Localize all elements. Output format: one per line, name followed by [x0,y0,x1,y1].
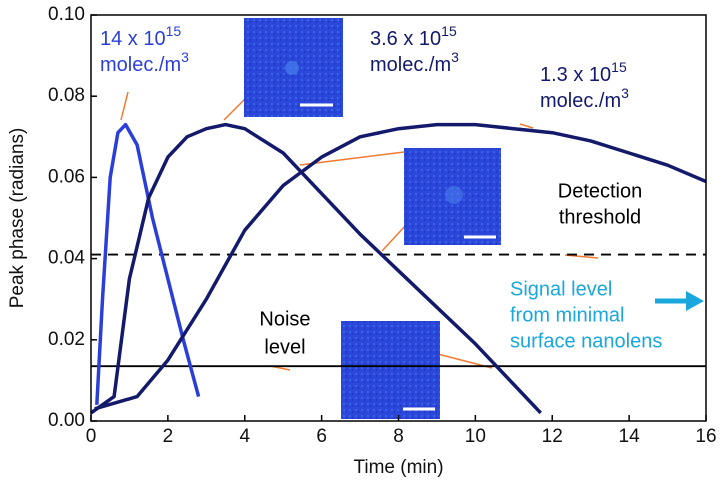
arrow-head [686,291,704,311]
annotation-text: molec./m [540,90,621,112]
y-tick-label: 0.08 [48,85,85,106]
annotation-text: 3.6 x 10 [370,28,441,50]
x-tick-label: 2 [163,426,174,447]
signal-note: from minimal [510,304,624,326]
insets [120,18,599,419]
series-line [94,122,707,411]
spot [285,61,299,75]
x-tick-label: 8 [393,426,404,447]
annotation-exponent: 3 [621,85,629,101]
y-tick-label: 0.06 [48,166,85,187]
signal-note: Signal level [510,278,612,300]
y-axis-label: Peak phase (radians) [7,128,28,309]
reference-label: Noise [259,308,310,330]
series-line [95,122,201,405]
y-tick-label: 0.00 [48,410,85,431]
y-tick-label: 0.10 [48,4,85,25]
annotation-exponent: 3 [181,49,189,65]
reference-label: Detection [558,180,643,202]
annotation: molec./m3 [370,49,459,77]
annotation-text: molec./m [370,54,451,76]
annotation: 3.6 x 1015 [370,23,457,51]
x-tick-label: 16 [695,426,716,447]
pointer [519,123,534,129]
pointer [564,254,599,259]
y-tick-label: 0.02 [48,329,85,350]
annotation: 1.3 x 1015 [540,59,627,87]
annotation-exponent: 15 [166,23,182,39]
annotation: molec./m3 [540,85,629,113]
x-tick-label: 10 [465,426,486,447]
x-axis-label: Time (min) [353,457,443,478]
annotation: 14 x 1015 [100,23,181,51]
reference-label: threshold [559,206,641,228]
signal-note: surface nanolens [510,330,662,352]
x-tick-label: 6 [316,426,327,447]
annotation-exponent: 15 [441,23,457,39]
inset-image [341,321,440,419]
spot [445,186,463,204]
series-line [89,122,542,415]
x-tick-label: 4 [239,426,250,447]
annotation-exponent: 3 [451,49,459,65]
y-tick-label: 0.04 [48,248,85,269]
x-tick-label: 12 [542,426,563,447]
pointer [381,224,407,252]
annotation-exponent: 15 [611,59,627,75]
pointer [120,91,129,121]
annotation-text: molec./m [100,54,181,76]
pointer [299,149,421,166]
x-tick-label: 14 [619,426,641,447]
x-tick-label: 0 [86,426,97,447]
annotation: molec./m3 [100,49,189,77]
reference-label: level [264,336,305,358]
annotation-text: 14 x 10 [100,28,166,50]
annotation-text: 1.3 x 10 [540,64,611,86]
